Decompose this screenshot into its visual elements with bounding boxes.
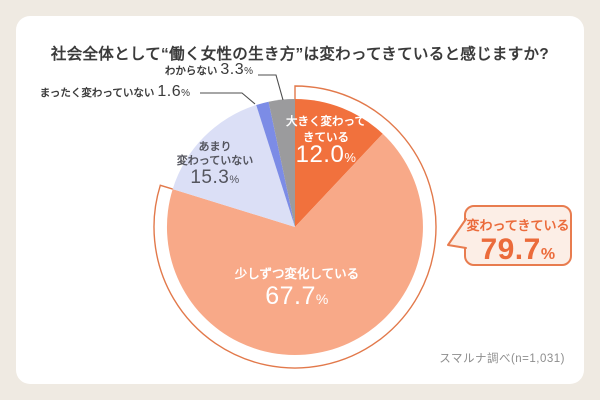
chart-title: 社会全体として“働く女性の生き方”は変わってきていると感じますか? [50,46,550,63]
label-mattaku-percent-sign: % [181,88,190,99]
label-wakaranai: わからない 3.3 % [165,61,253,79]
slice1-label-line1: 大きく変わって [286,114,366,128]
callout-percent-sign: % [541,246,556,263]
pie-chart [166,98,423,355]
pie-slice-4 [256,101,295,227]
slice2-label: 少しずつ変化している [234,266,359,281]
slice2-value-number: 67.7 [265,282,316,310]
label-mattaku-value: 1.6 [157,83,182,100]
source-note: スマルナ調べ(n=1,031) [439,353,565,365]
label-wakaranai-text: わからない [164,65,218,77]
slice2-percent-sign: % [316,291,329,307]
highlight-outline-arc [153,85,437,369]
callout-bubble-tail-border [447,218,467,249]
label-mattaku-text: まったく変わっていない [39,87,155,99]
label-mattaku: まったく変わっていない 1.6 % [40,83,190,101]
callout-value: 79.7% [480,233,555,266]
slice1-value-number: 12.0 [296,141,345,168]
slice3-value: 15.3% [190,167,239,188]
label-wakaranai-percent-sign: % [244,66,253,77]
pie-slice-2 [166,133,423,355]
pie-slice-3 [172,105,295,227]
callout-label: 変わってきている [467,218,570,233]
callout-value-number: 79.7 [480,233,540,266]
pie-slice-1 [295,99,383,227]
leader-line-mattaku [200,92,256,105]
label-wakaranai-value: 3.3 [220,61,245,78]
slice1-value: 12.0% [296,141,357,168]
slice3-value-number: 15.3 [190,167,229,188]
slice3-label-line1: あまり [199,140,232,153]
slice1-percent-sign: % [344,150,356,165]
leader-line-wakaranai [258,74,284,101]
slice3-label-line2: 変わっていない [177,153,253,167]
slice3-percent-sign: % [229,174,239,186]
slice1-label-line2: きている [303,131,349,144]
slice2-value: 67.7% [265,282,329,310]
pie-slice-5 [268,98,295,228]
